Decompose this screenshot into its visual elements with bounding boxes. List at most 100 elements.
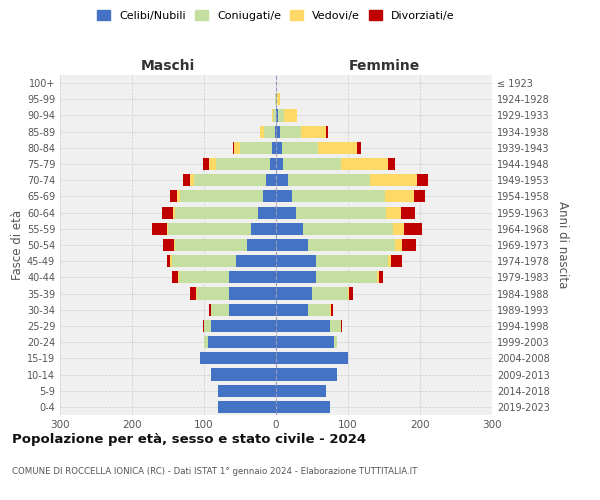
Bar bbox=[170, 190, 178, 202]
Bar bbox=[341, 320, 342, 332]
Bar bbox=[276, 336, 334, 348]
Bar bbox=[236, 255, 276, 268]
Bar bbox=[276, 368, 337, 380]
Bar bbox=[401, 206, 415, 218]
Bar bbox=[203, 158, 209, 170]
Bar bbox=[172, 255, 236, 268]
Bar bbox=[175, 239, 247, 251]
Bar bbox=[276, 304, 308, 316]
Bar bbox=[190, 174, 194, 186]
Bar bbox=[211, 368, 276, 380]
Bar bbox=[152, 222, 167, 235]
Bar bbox=[197, 288, 229, 300]
Bar bbox=[404, 222, 422, 235]
Bar bbox=[334, 336, 337, 348]
Bar bbox=[178, 190, 180, 202]
Bar bbox=[266, 174, 276, 186]
Bar bbox=[276, 174, 287, 186]
Bar bbox=[211, 304, 229, 316]
Bar bbox=[331, 304, 333, 316]
Bar bbox=[296, 206, 386, 218]
Bar bbox=[312, 288, 348, 300]
Bar bbox=[330, 304, 331, 316]
Bar bbox=[163, 239, 174, 251]
Bar bbox=[196, 288, 197, 300]
Bar bbox=[388, 255, 391, 268]
Bar bbox=[204, 320, 211, 332]
Bar bbox=[194, 174, 266, 186]
Bar bbox=[284, 110, 297, 122]
Bar bbox=[276, 222, 304, 235]
Bar bbox=[330, 320, 341, 332]
Bar bbox=[282, 142, 318, 154]
Bar bbox=[200, 352, 276, 364]
Bar bbox=[251, 222, 276, 235]
Bar bbox=[218, 401, 276, 413]
Bar bbox=[379, 272, 383, 283]
Bar bbox=[386, 206, 401, 218]
Bar bbox=[385, 190, 414, 202]
Bar bbox=[276, 142, 282, 154]
Bar bbox=[276, 352, 348, 364]
Bar bbox=[209, 304, 211, 316]
Bar bbox=[276, 190, 292, 202]
Bar bbox=[276, 272, 316, 283]
Bar bbox=[209, 158, 216, 170]
Bar bbox=[277, 93, 280, 106]
Bar bbox=[417, 174, 428, 186]
Bar bbox=[234, 142, 240, 154]
Bar bbox=[190, 288, 196, 300]
Text: Femmine: Femmine bbox=[349, 58, 419, 72]
Bar bbox=[276, 401, 330, 413]
Text: Popolazione per età, sesso e stato civile - 2024: Popolazione per età, sesso e stato civil… bbox=[12, 432, 366, 446]
Bar bbox=[167, 255, 170, 268]
Y-axis label: Anni di nascita: Anni di nascita bbox=[556, 202, 569, 288]
Legend: Celibi/Nubili, Coniugati/e, Vedovi/e, Divorziati/e: Celibi/Nubili, Coniugati/e, Vedovi/e, Di… bbox=[93, 6, 459, 25]
Bar bbox=[183, 174, 190, 186]
Bar bbox=[388, 158, 395, 170]
Bar bbox=[326, 126, 328, 138]
Bar bbox=[292, 190, 385, 202]
Bar bbox=[162, 206, 173, 218]
Bar bbox=[275, 93, 276, 106]
Bar bbox=[218, 384, 276, 397]
Bar bbox=[318, 142, 358, 154]
Bar bbox=[275, 126, 276, 138]
Bar bbox=[276, 239, 308, 251]
Bar bbox=[283, 158, 341, 170]
Text: Maschi: Maschi bbox=[141, 58, 195, 72]
Bar bbox=[204, 336, 208, 348]
Bar bbox=[276, 158, 283, 170]
Bar bbox=[276, 320, 330, 332]
Bar bbox=[358, 142, 361, 154]
Bar bbox=[178, 272, 179, 283]
Bar bbox=[229, 272, 276, 283]
Bar bbox=[370, 174, 417, 186]
Bar bbox=[179, 272, 229, 283]
Bar bbox=[167, 222, 168, 235]
Bar bbox=[276, 384, 326, 397]
Bar bbox=[229, 304, 276, 316]
Bar bbox=[272, 110, 273, 122]
Bar bbox=[304, 222, 394, 235]
Bar bbox=[308, 239, 395, 251]
Bar bbox=[203, 320, 204, 332]
Bar bbox=[276, 110, 278, 122]
Bar bbox=[414, 190, 425, 202]
Bar bbox=[168, 222, 251, 235]
Bar bbox=[349, 288, 353, 300]
Bar bbox=[377, 272, 379, 283]
Bar bbox=[229, 288, 276, 300]
Bar bbox=[180, 190, 263, 202]
Bar bbox=[233, 142, 234, 154]
Bar bbox=[258, 206, 276, 218]
Bar bbox=[276, 206, 296, 218]
Bar bbox=[316, 255, 388, 268]
Text: COMUNE DI ROCCELLA IONICA (RC) - Dati ISTAT 1° gennaio 2024 - Elaborazione TUTTI: COMUNE DI ROCCELLA IONICA (RC) - Dati IS… bbox=[12, 468, 418, 476]
Bar bbox=[270, 158, 276, 170]
Bar bbox=[276, 255, 316, 268]
Bar bbox=[170, 255, 172, 268]
Bar bbox=[173, 206, 175, 218]
Bar bbox=[348, 288, 349, 300]
Bar bbox=[208, 336, 276, 348]
